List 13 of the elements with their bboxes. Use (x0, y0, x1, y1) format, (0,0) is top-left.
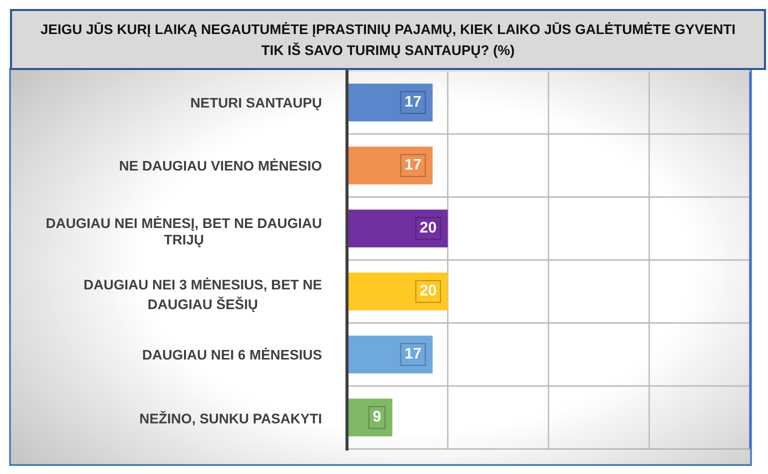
y-tick-label: DAUGIAU NEI MĖNESĮ, BET NE DAUGIAU TRIJŲ (46, 216, 322, 248)
data-label: 20 (420, 222, 436, 233)
y-tick-label: NE DAUGIAU VIENO MĖNESIO (120, 158, 322, 171)
y-tick-label: NEŽINO, SUNKU PASAKYTI (140, 410, 322, 426)
data-label: 17 (405, 158, 421, 170)
data-label: 17 (405, 348, 421, 358)
y-tick-label: NETURI SANTAUPŲ (191, 98, 322, 110)
data-label: 17 (405, 96, 421, 106)
data-label: 20 (420, 284, 436, 296)
y-tick-label: DAUGIAU NEI 3 MĖNESIUS, BET NE DAUGIAU ŠEŠIŲ (84, 278, 322, 312)
chart-title: JEIGU JŪS KURĮ LAIKĄ NEGAUTUMĖTE ĮPRASTINIŲ PAJAMŲ, KIEK LAIKO JŪS GALĖTUMĖTE GYVENTI TIK IŠ SAVO TURIMŲ SANTAUPŲ? (%) (40, 22, 735, 58)
data-label: 9 (373, 410, 381, 422)
y-tick-label: DAUGIAU NEI 6 MĖNESIUS (143, 348, 322, 360)
